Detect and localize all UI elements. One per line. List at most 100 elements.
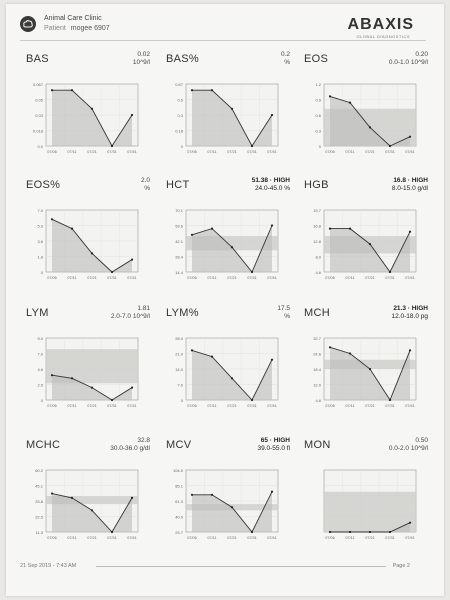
x-tick-label: 07/31	[247, 536, 257, 540]
clinic-name: Animal Care Clinic	[44, 15, 102, 22]
data-point	[90, 107, 94, 110]
result-block: 21.3 · HIGH 12.0-18.0 pg	[391, 305, 428, 321]
y-tick-label: 0.0	[37, 144, 43, 149]
y-tick-label: 0.03	[35, 113, 44, 118]
x-tick-label: 07/31	[385, 536, 395, 540]
panel-bas-pct: BAS% 0.2% 0.67 0.5 0.3 0.18 0 07/06 07/11 07/21 07…	[164, 48, 294, 178]
data-point	[408, 521, 412, 524]
reference-range: 8.0-15.0 g/dl	[391, 185, 428, 192]
trend-chart: 9.0 7.0 4.6 2.5 007/06 07/11 07/21 07/31 07/41	[37, 336, 139, 408]
y-tick-label: 2.5	[37, 383, 43, 388]
series-area	[192, 491, 272, 532]
x-tick-label: 07/11	[67, 276, 76, 280]
x-tick-label: 07/06	[325, 150, 335, 154]
x-tick-label: 07/41	[127, 276, 137, 280]
data-point	[348, 101, 352, 104]
x-tick-label: 07/11	[207, 404, 216, 408]
data-point	[50, 218, 54, 221]
data-point	[210, 355, 214, 358]
data-point	[368, 126, 372, 129]
x-tick-label: 07/21	[365, 150, 375, 154]
y-tick-label: 0.05	[35, 98, 44, 103]
panel-mon: MON 0.50 0.0-2.0 10^9/l 07/06 07/11 07/21 07/3…	[302, 434, 432, 564]
data-point	[328, 227, 332, 230]
analyte-name: BAS%	[166, 53, 199, 65]
result-block: 51.38 · HIGH 24.0-45.0 %	[252, 177, 290, 193]
x-tick-label: 07/31	[107, 276, 117, 280]
data-point	[328, 346, 332, 349]
y-tick-label: 28.4	[175, 255, 184, 260]
reference-band	[324, 359, 416, 369]
x-tick-label: 07/21	[227, 404, 237, 408]
y-tick-label: 22.5	[35, 515, 44, 520]
y-tick-label: 0	[181, 144, 184, 149]
panel-mchc: MCHC 32.8 30.0-36.0 g/dl 60.2 45.1 33.8 22.5 11…	[24, 434, 154, 564]
x-tick-label: 07/31	[247, 150, 257, 154]
y-tick-label: 4.8	[315, 398, 321, 403]
header-divider	[20, 40, 426, 41]
trend-chart: 32.7 24.6 18.4 12.0 4.8 07/06 07/11 07/21 07/31 0…	[313, 336, 417, 408]
y-tick-label: 32.7	[313, 336, 322, 341]
x-tick-label: 07/11	[207, 150, 216, 154]
x-tick-label: 07/11	[67, 404, 76, 408]
analyte-name: LYM	[26, 307, 49, 319]
series-area	[52, 219, 132, 272]
patient-line: Patient mogee 6907	[44, 25, 110, 32]
panel-bas: BAS 0.02 10^9/l 0.067 0.05 0.03 0.018 0.0 07/06 0…	[24, 48, 154, 178]
data-point	[190, 493, 194, 496]
footer-date: 21 Sep 2019 - 7:43 AM	[20, 563, 77, 569]
series-area	[192, 350, 272, 400]
y-tick-label: 1.2	[315, 82, 321, 87]
result-value: 17.5	[277, 305, 290, 312]
trend-chart: 28.0 21.0 14.0 7.0 007/06 07/11 07/21 07/31 07/4…	[175, 336, 279, 408]
y-tick-label: 7.0	[37, 352, 43, 357]
result-block: 65 · HIGH 39.0-55.0 fl	[257, 437, 290, 453]
y-tick-label: 21.0	[175, 352, 184, 357]
analyte-name: MCHC	[26, 439, 61, 451]
x-tick-label: 07/06	[47, 404, 57, 408]
x-tick-label: 07/41	[267, 276, 277, 280]
y-tick-label: 60.2	[35, 468, 44, 473]
result-block: 0.50 0.0-2.0 10^9/l	[389, 437, 428, 453]
result-value: 1.81	[137, 305, 150, 312]
series-area	[52, 493, 132, 532]
result-value: 2.0	[140, 177, 150, 184]
y-tick-label: 28.0	[175, 336, 184, 341]
y-tick-label: 14.4	[175, 270, 184, 275]
data-point	[190, 89, 194, 92]
result-value: 0.02	[137, 51, 150, 58]
data-point	[368, 530, 372, 534]
panel-mcv: MCV 65 · HIGH 39.0-55.0 fl 104.0 85.1 61.0 40.…	[164, 434, 294, 564]
x-tick-label: 07/21	[87, 150, 97, 154]
y-tick-label: 70.1	[175, 208, 184, 213]
data-point	[328, 95, 332, 98]
result-value: 0.2	[280, 51, 290, 58]
data-point	[70, 377, 74, 380]
data-point	[50, 374, 54, 377]
reference-range: 2.0-7.0 10^9/l	[110, 313, 150, 320]
x-tick-label: 07/31	[385, 276, 395, 280]
y-tick-label: 0.067	[33, 82, 44, 87]
y-tick-label: 0	[319, 144, 322, 149]
y-tick-label: 12.8	[313, 239, 322, 244]
y-tick-label: 0	[41, 270, 44, 275]
y-tick-label: 0	[181, 398, 184, 403]
x-tick-label: 07/06	[47, 276, 57, 280]
analyte-name: LYM%	[166, 307, 199, 319]
analyte-name: MON	[304, 439, 331, 451]
x-tick-label: 07/06	[187, 404, 197, 408]
reference-band	[46, 496, 138, 505]
series-area	[330, 96, 410, 146]
data-point	[130, 258, 134, 261]
result-block: 1.81 2.0-7.0 10^9/l	[111, 305, 150, 321]
result-value: 65 · HIGH	[260, 437, 290, 444]
y-tick-label: 14.0	[175, 367, 184, 372]
y-tick-label: 16.8	[313, 224, 322, 229]
panel-lym-pct: LYM% 17.5% 28.0 21.0 14.0 7.0 0 07/06 07/11 07/21…	[164, 302, 294, 432]
x-tick-label: 07/41	[127, 404, 137, 408]
y-tick-label: 4.6	[315, 270, 321, 275]
y-tick-label: 8.0	[315, 255, 321, 260]
result-value: 16.8 · HIGH	[393, 177, 428, 184]
y-tick-label: 0.3	[177, 113, 183, 118]
data-point	[70, 89, 74, 92]
